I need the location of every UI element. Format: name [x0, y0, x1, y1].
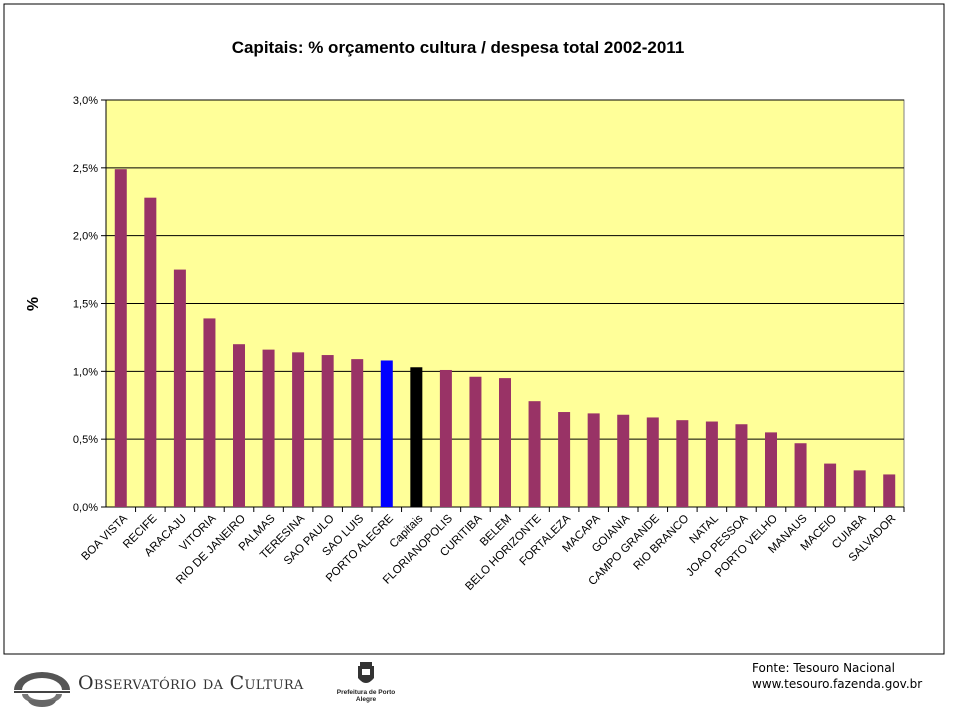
y-tick-label: 2,0% [73, 231, 98, 243]
bar [765, 432, 777, 507]
observatorio-logo-icon [14, 672, 70, 707]
bar [705, 421, 718, 507]
prefeitura-text: Prefeitura de Porto Alegre [336, 689, 396, 703]
y-tick-label: 2,5% [73, 163, 98, 175]
bar [292, 352, 305, 507]
y-tick-label: 0,5% [73, 434, 98, 446]
observatorio-logo-text: Observatório da Cultura [78, 672, 304, 694]
bar [321, 355, 334, 507]
bar [380, 360, 393, 507]
y-tick-label: 3,0% [73, 95, 98, 107]
bar [233, 344, 245, 507]
bar [439, 369, 452, 507]
bar [173, 269, 186, 507]
bar [646, 417, 659, 507]
bar [676, 420, 689, 507]
bar [410, 367, 423, 507]
bar [587, 413, 600, 507]
bar [469, 376, 482, 507]
source-note: Fonte: Tesouro Nacional www.tesouro.faze… [752, 660, 922, 692]
source-line-1: Fonte: Tesouro Nacional [752, 661, 895, 675]
source-line-2: www.tesouro.fazenda.gov.br [752, 677, 923, 691]
bar [558, 412, 571, 507]
bar [617, 414, 630, 507]
bar [883, 474, 896, 507]
bar [499, 378, 511, 507]
bar [351, 359, 364, 507]
chart-title: Capitais: % orçamento cultura / despesa … [232, 38, 685, 57]
bar [144, 197, 157, 507]
bar [114, 169, 127, 507]
bar [262, 349, 275, 507]
bar [853, 470, 866, 507]
y-tick-label: 1,5% [73, 299, 98, 311]
bar [528, 401, 541, 507]
y-tick-label: 0,0% [73, 502, 98, 514]
bar [735, 424, 748, 507]
bar [824, 463, 837, 507]
prefeitura-coat-of-arms-icon [358, 662, 374, 683]
y-tick-label: 1,0% [73, 366, 98, 378]
y-axis-label: % [25, 297, 42, 311]
bar [794, 443, 807, 507]
bar [203, 318, 216, 507]
